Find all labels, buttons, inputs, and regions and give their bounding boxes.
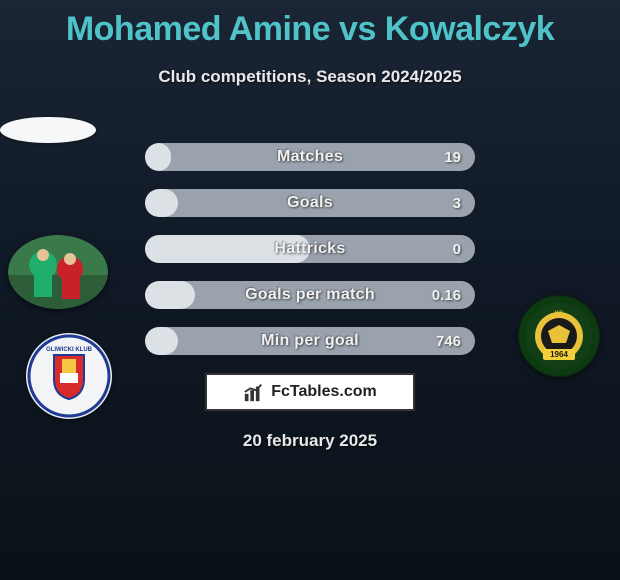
left-player-photo bbox=[8, 235, 108, 309]
right-player-photo bbox=[0, 117, 96, 143]
stat-label: Matches bbox=[145, 143, 475, 171]
stat-label: Goals bbox=[145, 189, 475, 217]
chart-icon bbox=[243, 381, 265, 403]
stat-row: Goals per match 0.16 bbox=[145, 281, 475, 309]
subtitle: Club competitions, Season 2024/2025 bbox=[0, 67, 620, 87]
stat-value-right: 0.16 bbox=[432, 281, 461, 309]
stat-row: Matches 19 bbox=[145, 143, 475, 171]
stat-row: Goals 3 bbox=[145, 189, 475, 217]
date-text: 20 february 2025 bbox=[0, 431, 620, 451]
stat-value-right: 746 bbox=[436, 327, 461, 355]
stat-row: Min per goal 746 bbox=[145, 327, 475, 355]
left-club-crest: GLIWICKI KLUB bbox=[26, 333, 112, 419]
right-club-year: 1964 bbox=[550, 350, 568, 359]
svg-text:GLIWICKI KLUB: GLIWICKI KLUB bbox=[46, 347, 93, 353]
brand-badge[interactable]: FcTables.com bbox=[205, 373, 415, 411]
comparison-panel: GLIWICKI KLUB 1964 KS Matches 19 Goals 3 bbox=[0, 117, 620, 451]
stat-label: Min per goal bbox=[145, 327, 475, 355]
stat-value-right: 19 bbox=[444, 143, 461, 171]
stat-value-right: 0 bbox=[453, 235, 461, 263]
stats-list: Matches 19 Goals 3 Hattricks 0 Goals per… bbox=[145, 143, 475, 355]
stat-label: Goals per match bbox=[145, 281, 475, 309]
page-title: Mohamed Amine vs Kowalczyk bbox=[0, 0, 620, 49]
stat-row: Hattricks 0 bbox=[145, 235, 475, 263]
stat-label: Hattricks bbox=[145, 235, 475, 263]
stat-value-right: 3 bbox=[453, 189, 461, 217]
svg-text:KS: KS bbox=[555, 311, 563, 317]
brand-text: FcTables.com bbox=[271, 383, 377, 401]
right-club-crest: 1964 KS bbox=[518, 295, 600, 377]
